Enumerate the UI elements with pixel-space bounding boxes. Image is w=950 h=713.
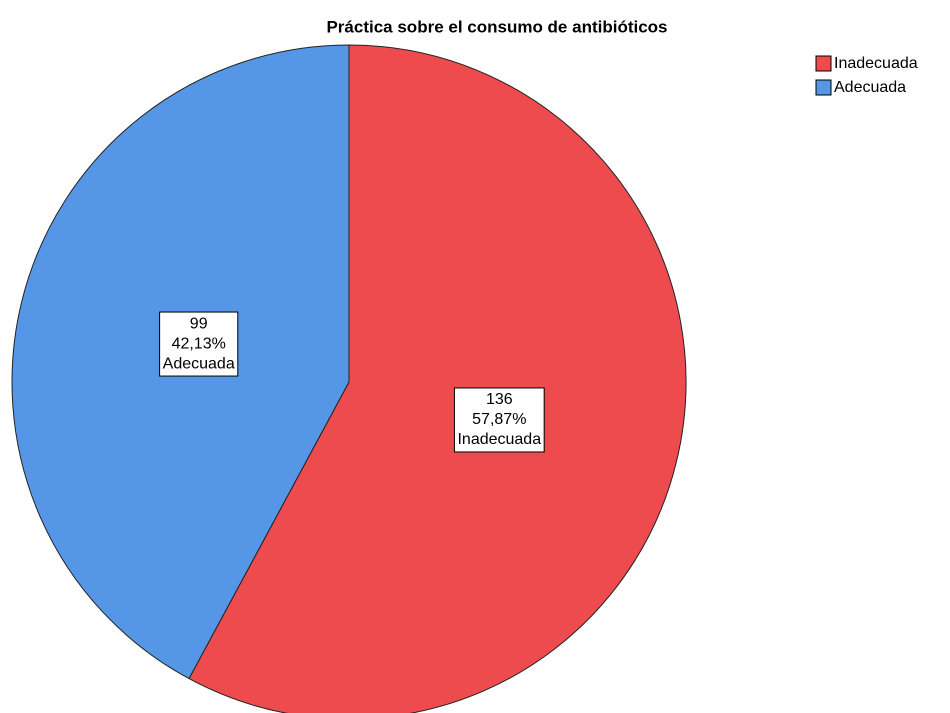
legend-swatch — [815, 79, 832, 96]
label-count: 136 — [486, 391, 513, 408]
pie-slice — [188, 44, 687, 713]
data-label: 99 42,13% Adecuada — [159, 311, 239, 377]
label-box — [159, 311, 239, 377]
chart-title: Práctica sobre el consumo de antibiótico… — [326, 17, 667, 36]
legend-label: Adecuada — [834, 79, 906, 96]
label-category: Adecuada — [163, 355, 235, 372]
label-count: 99 — [190, 315, 208, 332]
label-category: Inadecuada — [457, 431, 541, 448]
label-box — [453, 387, 545, 453]
data-label: 136 57,87% Inadecuada — [453, 387, 545, 453]
legend-label: Inadecuada — [834, 55, 918, 72]
label-percent: 57,87% — [472, 411, 526, 428]
label-percent: 42,13% — [172, 335, 226, 352]
legend-swatch — [815, 55, 832, 72]
